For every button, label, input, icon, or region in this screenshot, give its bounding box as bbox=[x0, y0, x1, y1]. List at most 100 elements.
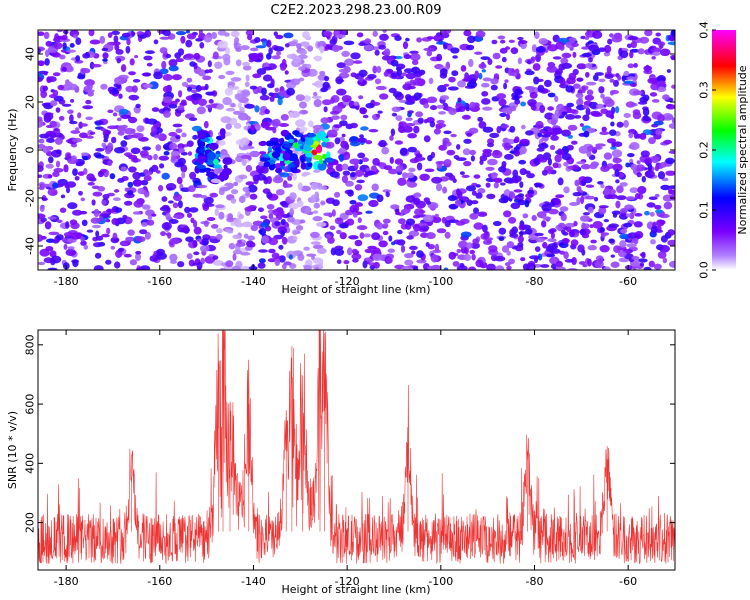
heatmap-cell bbox=[644, 64, 651, 73]
heatmap-cell bbox=[448, 174, 456, 181]
heatmap-cell bbox=[478, 63, 487, 69]
heatmap-cell bbox=[375, 85, 387, 91]
heatmap-cell bbox=[403, 54, 412, 60]
heatmap-cell bbox=[200, 195, 208, 199]
heatmap-cell bbox=[372, 253, 383, 261]
heatmap-cell bbox=[280, 230, 285, 237]
heatmap-cell bbox=[397, 177, 407, 186]
heatmap-cell bbox=[480, 56, 491, 60]
heatmap-cell bbox=[456, 144, 461, 150]
heatmap-cell bbox=[244, 90, 251, 96]
heatmap-cell bbox=[530, 103, 537, 111]
heatmap-cell bbox=[168, 65, 179, 72]
heatmap-cell bbox=[637, 186, 647, 194]
heatmap-cell bbox=[142, 204, 151, 210]
heatmap-cell bbox=[159, 68, 169, 75]
heatmap-cell bbox=[94, 120, 104, 125]
heatmap-cell bbox=[254, 105, 260, 113]
heatmap-hotspot-cell bbox=[271, 151, 281, 159]
heatmap-cell bbox=[381, 146, 390, 155]
heatmap-cell bbox=[282, 183, 293, 188]
heatmap-cell bbox=[71, 155, 77, 162]
heatmap-cell bbox=[44, 221, 52, 230]
heatmap-cell bbox=[405, 117, 413, 121]
heatmap-cell bbox=[142, 146, 151, 151]
heatmap-cell bbox=[67, 202, 78, 210]
heatmap-cell bbox=[245, 74, 250, 82]
heatmap-cell bbox=[390, 72, 397, 79]
heatmap-cell bbox=[99, 35, 106, 44]
heatmap-cell bbox=[365, 170, 377, 176]
heatmap-cell bbox=[174, 52, 182, 59]
heatmap-cell bbox=[274, 258, 281, 267]
heatmap-cell bbox=[541, 134, 551, 138]
heatmap-cell bbox=[607, 38, 613, 45]
heatmap-cell bbox=[610, 254, 615, 258]
heatmap-cell bbox=[458, 240, 468, 249]
heatmap-cell bbox=[644, 210, 650, 216]
heatmap-cell bbox=[416, 162, 423, 171]
heatmap-cell bbox=[118, 247, 124, 252]
heatmap-cell bbox=[324, 141, 335, 149]
heatmap-cell bbox=[281, 263, 287, 270]
heatmap-cell bbox=[568, 37, 577, 43]
heatmap-cell bbox=[46, 138, 55, 143]
heatmap-cell bbox=[235, 47, 242, 52]
heatmap-cell bbox=[578, 132, 588, 137]
heatmap-cell bbox=[654, 193, 660, 198]
heatmap-cell bbox=[208, 68, 213, 73]
heatmap-cell bbox=[118, 108, 129, 115]
heatmap-cell bbox=[102, 52, 109, 59]
heatmap-cell bbox=[274, 221, 281, 227]
heatmap-cell bbox=[350, 172, 356, 178]
heatmap-cell bbox=[388, 168, 398, 175]
heatmap-cell bbox=[111, 136, 117, 144]
heatmap-cell bbox=[614, 169, 620, 177]
heatmap-cell bbox=[205, 104, 215, 109]
heatmap-cell bbox=[170, 150, 180, 157]
heatmap-cell bbox=[259, 227, 267, 236]
heatmap-cell bbox=[271, 55, 281, 60]
heatmap-cell bbox=[341, 50, 350, 58]
heatmap-cell bbox=[295, 225, 304, 231]
heatmap-cell bbox=[41, 197, 48, 201]
heatmap-cell bbox=[514, 99, 521, 105]
heatmap-cell bbox=[471, 200, 479, 205]
heatmap-cell bbox=[549, 248, 561, 254]
heatmap-cell bbox=[382, 218, 391, 224]
x-tick-label: -120 bbox=[335, 275, 360, 288]
heatmap-cell bbox=[441, 30, 447, 36]
heatmap-cell bbox=[473, 174, 481, 179]
heatmap-cell bbox=[43, 257, 54, 264]
heatmap-cell bbox=[190, 217, 195, 224]
heatmap-cell bbox=[613, 79, 619, 87]
heatmap-cell bbox=[334, 191, 341, 198]
heatmap-cell bbox=[67, 109, 74, 114]
heatmap-cell bbox=[616, 121, 624, 128]
heatmap-cell bbox=[186, 77, 193, 83]
heatmap-cell bbox=[72, 209, 83, 216]
heatmap-cell bbox=[666, 103, 673, 109]
heatmap-hotspot-cell bbox=[219, 128, 226, 136]
heatmap-cell bbox=[612, 212, 618, 218]
heatmap-cell bbox=[657, 41, 666, 47]
heatmap-cell bbox=[481, 98, 491, 105]
heatmap-cell bbox=[120, 64, 127, 73]
heatmap-cell bbox=[266, 204, 275, 210]
heatmap-cell bbox=[633, 63, 638, 68]
heatmap-cell bbox=[63, 232, 74, 237]
heatmap-cell bbox=[447, 195, 457, 202]
heatmap-cell bbox=[125, 236, 135, 242]
heatmap-cell bbox=[501, 245, 510, 253]
heatmap-cell bbox=[120, 114, 131, 120]
heatmap-cell bbox=[90, 217, 101, 224]
heatmap-cell bbox=[573, 83, 581, 89]
heatmap-cell bbox=[131, 85, 138, 93]
heatmap-cell bbox=[612, 163, 623, 172]
heatmap-cell bbox=[227, 213, 233, 221]
heatmap-cell bbox=[500, 39, 506, 44]
heatmap-cell bbox=[241, 158, 247, 166]
heatmap-cell bbox=[650, 225, 658, 234]
heatmap-cell bbox=[408, 167, 416, 173]
heatmap-cell bbox=[330, 110, 340, 115]
